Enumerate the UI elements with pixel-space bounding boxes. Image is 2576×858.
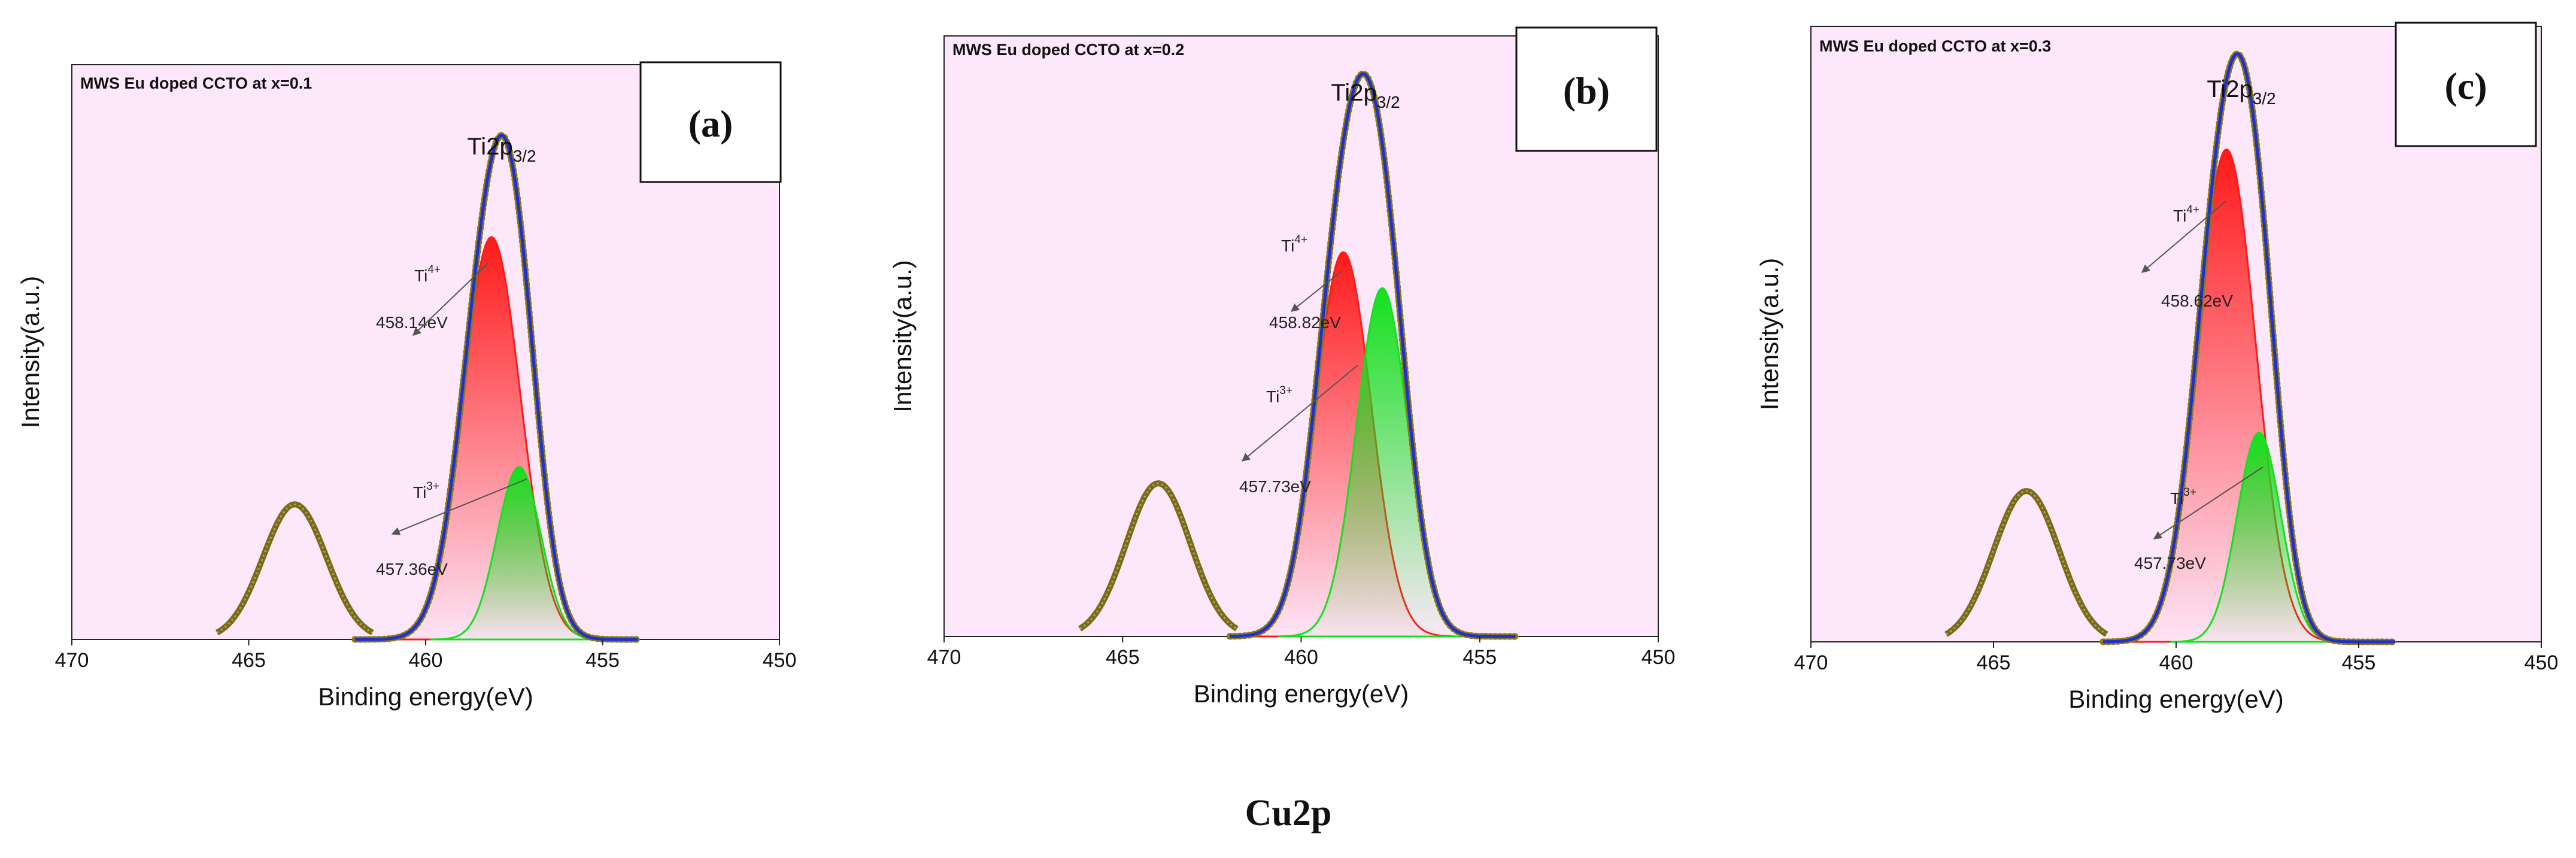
y-axis-label: Intensity(a.u.) bbox=[1755, 258, 1783, 410]
annotation-charge: 3+ bbox=[2183, 486, 2196, 499]
annotation-arrow bbox=[1241, 365, 1358, 462]
peak-label-subscript: 3/2 bbox=[513, 147, 536, 165]
annotation-species-label: Ti3+ bbox=[1266, 384, 1292, 406]
satellite-peak-dots bbox=[1079, 482, 1237, 630]
chart-title: MWS Eu doped CCTO at x=0.3 bbox=[1819, 37, 2051, 55]
panel-label: (c) bbox=[2444, 65, 2487, 107]
annotation-energy-value: 458.14eV bbox=[376, 313, 448, 332]
x-tick-label: 450 bbox=[2525, 651, 2559, 674]
chart-panel-b: 470 465 460 455 450 Binding energy(eV) Intensi… bbox=[888, 26, 1676, 708]
annotation-charge: 4+ bbox=[1294, 234, 1307, 246]
panel-label-box bbox=[1515, 26, 1658, 152]
fitted-envelope-line bbox=[2103, 52, 2395, 644]
fitted-envelope-line bbox=[354, 134, 638, 641]
annotation-species-label: Ti4+ bbox=[414, 263, 441, 285]
annotation-species: Ti bbox=[414, 266, 427, 285]
annotation-arrow bbox=[1290, 270, 1343, 312]
x-tick-label: 465 bbox=[1977, 651, 2011, 674]
x-axis-label: Binding energy(eV) bbox=[318, 683, 533, 711]
annotation-species: Ti bbox=[1281, 237, 1294, 255]
panel-label: (a) bbox=[688, 102, 733, 145]
x-tick-label: 460 bbox=[1284, 646, 1318, 669]
chart-title: MWS Eu doped CCTO at x=0.1 bbox=[80, 74, 312, 92]
x-tick-label: 450 bbox=[763, 649, 797, 672]
annotation-species-label: Ti3+ bbox=[2170, 486, 2196, 508]
annotation-energy-value: 457.36eV bbox=[376, 560, 448, 578]
x-tick-label: 455 bbox=[2342, 651, 2376, 674]
y-axis-label: Intensity(a.u.) bbox=[888, 260, 917, 412]
x-axis-label: Binding energy(eV) bbox=[2068, 685, 2284, 713]
satellite-peak-dots bbox=[216, 503, 374, 633]
annotation-species: Ti bbox=[413, 483, 426, 502]
annotation-species-label: Ti3+ bbox=[413, 480, 439, 502]
y-axis-label: Intensity(a.u.) bbox=[16, 276, 44, 428]
peak-label: Ti2p3/2 bbox=[2207, 76, 2275, 108]
x-tick-label: 455 bbox=[1463, 646, 1497, 669]
x-tick-label: 460 bbox=[409, 649, 443, 672]
peak-label: Ti2p3/2 bbox=[1331, 80, 1400, 111]
peak-label-main: Ti2p bbox=[2207, 76, 2252, 102]
peak-label-main: Ti2p bbox=[467, 134, 512, 160]
annotation-energy-value: 457.73eV bbox=[2134, 554, 2206, 572]
annotation-charge: 4+ bbox=[427, 263, 441, 276]
fitted-envelope-line bbox=[1230, 72, 1516, 638]
peak-label: Ti2p3/2 bbox=[467, 134, 536, 165]
annotation-energy-value: 458.62eV bbox=[2161, 292, 2233, 310]
annotation-arrow bbox=[391, 478, 527, 535]
annotation-species-label: Ti4+ bbox=[1281, 234, 1307, 255]
annotation-species-label: Ti4+ bbox=[2173, 204, 2199, 225]
figure-caption: Cu2p bbox=[1245, 793, 1332, 833]
x-tick-label: 455 bbox=[585, 649, 620, 672]
peak-label-subscript: 3/2 bbox=[2253, 89, 2276, 108]
annotation-arrow bbox=[2153, 466, 2264, 539]
annotation-energy-value: 457.73eV bbox=[1239, 477, 1311, 496]
ti3-component-peak bbox=[430, 466, 608, 641]
x-tick-label: 470 bbox=[55, 649, 89, 672]
peak-label-main: Ti2p bbox=[1331, 80, 1376, 106]
annotation-charge: 4+ bbox=[2186, 204, 2199, 216]
chart-title: MWS Eu doped CCTO at x=0.2 bbox=[952, 41, 1184, 59]
annotation-arrow bbox=[412, 263, 489, 336]
annotation-energy-value: 458.82eV bbox=[1269, 313, 1341, 332]
panel-label-box bbox=[639, 61, 782, 183]
x-tick-label: 460 bbox=[2159, 651, 2193, 674]
panel-label-box bbox=[2395, 22, 2537, 147]
x-tick-label: 470 bbox=[1794, 651, 1828, 674]
x-tick-label: 470 bbox=[927, 646, 961, 669]
x-tick-label: 465 bbox=[1106, 646, 1140, 669]
panel-label: (b) bbox=[1563, 69, 1610, 112]
annotation-charge: 3+ bbox=[1279, 384, 1292, 397]
annotation-species: Ti bbox=[1266, 387, 1279, 406]
x-axis-label: Binding energy(eV) bbox=[1194, 680, 1409, 708]
annotation-arrow bbox=[2141, 201, 2226, 273]
x-tick-label: 450 bbox=[1642, 646, 1676, 669]
annotation-species: Ti bbox=[2170, 489, 2183, 508]
annotation-species: Ti bbox=[2173, 207, 2186, 225]
chart-panel-c: 470 465 460 455 450 Binding energy(eV) Intensi… bbox=[1755, 22, 2559, 713]
annotation-charge: 3+ bbox=[426, 480, 439, 493]
peak-label-subscript: 3/2 bbox=[1377, 93, 1400, 111]
x-tick-label: 465 bbox=[232, 649, 266, 672]
chart-panel-a: 470 465 460 455 450 Binding energy(eV) Intensi… bbox=[16, 61, 797, 711]
satellite-peak-dots bbox=[1945, 490, 2107, 635]
